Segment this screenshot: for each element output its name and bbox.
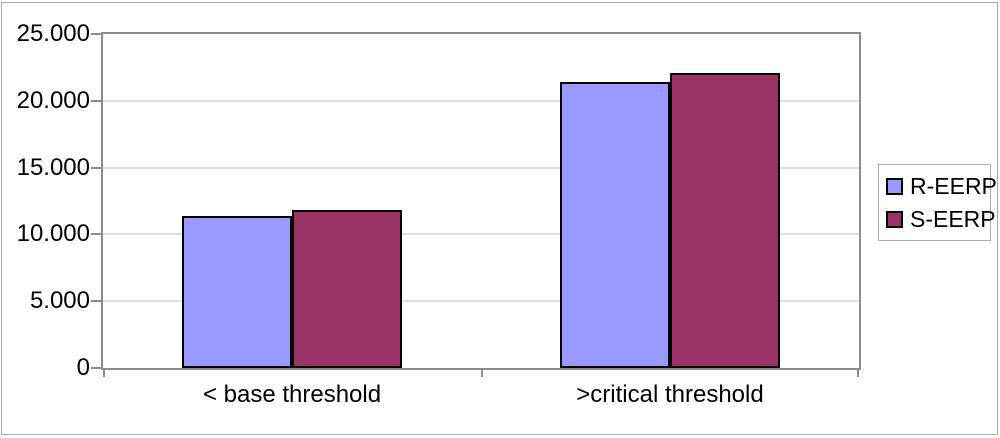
legend-swatch-icon	[886, 210, 903, 228]
y-axis-tick-label: 0	[76, 354, 90, 381]
y-axis-tick	[91, 99, 103, 102]
y-axis-tick	[91, 367, 103, 369]
legend-label: R-EERP	[910, 173, 997, 199]
gridline	[103, 300, 859, 303]
y-axis-tick	[91, 233, 103, 236]
gridline	[103, 99, 859, 102]
y-axis-tick-label: 20.000	[16, 86, 90, 114]
bar-s-eerp-2	[670, 73, 780, 368]
y-axis-tick-label: 25.000	[16, 20, 90, 47]
plot-area	[91, 32, 861, 377]
legend-entry-r-eerp: R-EERP	[886, 174, 997, 198]
bar-r-eerp-2	[560, 82, 670, 368]
gridline	[103, 233, 859, 236]
x-axis-tick	[857, 368, 859, 377]
x-axis-category-label: < base threshold	[202, 381, 382, 408]
legend: R-EERP S-EERP	[878, 164, 997, 241]
y-axis-tick	[91, 166, 103, 169]
y-axis-tick-label: 15.000	[16, 153, 90, 181]
legend-swatch-icon	[886, 177, 903, 195]
y-axis-tick-label: 5.000	[29, 287, 90, 315]
bar-s-eerp-1	[292, 210, 402, 368]
y-axis-tick	[91, 300, 103, 303]
x-axis-tick	[103, 368, 105, 377]
y-axis-tick	[91, 33, 103, 35]
y-axis-tick-label: 10.000	[16, 220, 90, 248]
gridline	[103, 166, 859, 169]
bar-r-eerp-1	[182, 216, 292, 368]
x-axis-category-label: >critical threshold	[576, 381, 764, 408]
legend-entry-s-eerp: S-EERP	[886, 207, 996, 231]
x-axis-tick	[481, 368, 483, 377]
legend-label: S-EERP	[910, 206, 996, 232]
